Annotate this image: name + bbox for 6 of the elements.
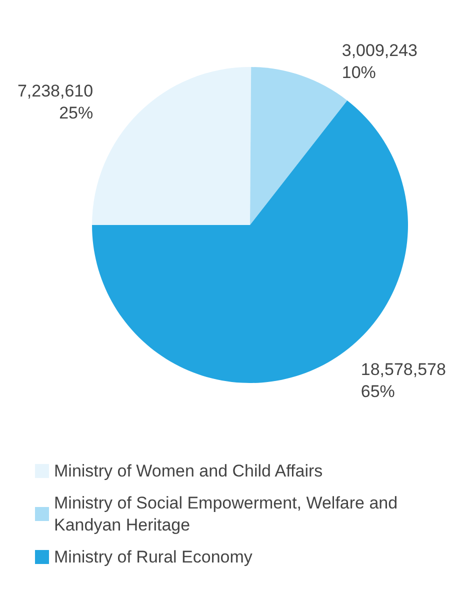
data-label: 18,578,578 65% [360,360,446,401]
legend-label: Ministry of Rural Economy [54,548,253,566]
data-label: 3,009,243 10% [342,41,418,82]
legend-label: Ministry of Social Empowerment, Welfare and Kandyan Heritage [54,494,402,534]
legend-label: Ministry of Women and Child Affairs [54,462,323,480]
data-label: 7,238,610 25% [17,82,94,123]
